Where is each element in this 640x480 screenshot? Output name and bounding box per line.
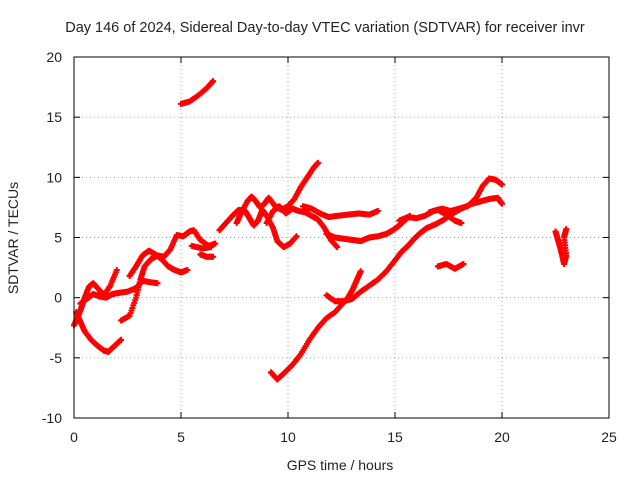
x-tick-label: 15 — [387, 429, 403, 445]
series-arc-g — [197, 251, 217, 260]
data-point — [293, 233, 300, 240]
x-tick-label: 5 — [177, 429, 185, 445]
data-point — [210, 253, 217, 260]
y-tick-label: 5 — [54, 230, 62, 246]
y-tick-label: -5 — [50, 350, 63, 366]
data-point — [460, 260, 467, 267]
data-point — [212, 240, 219, 247]
y-tick-label: 10 — [46, 169, 62, 185]
data-point — [207, 244, 214, 251]
series-arc-l — [299, 203, 381, 221]
data-markers — [71, 78, 570, 383]
chart-title: Day 146 of 2024, Sidereal Day-to-day VTE… — [65, 20, 585, 36]
series-arc-s — [552, 226, 570, 267]
y-tick-label: 15 — [46, 109, 62, 125]
series-arc-q — [426, 206, 465, 227]
data-point — [374, 208, 381, 215]
data-point — [113, 266, 120, 273]
axis-ticks: 0 5 10 15 20 25 -10 -5 0 5 10 15 20 — [42, 49, 617, 445]
series-arc-f — [188, 242, 214, 252]
x-tick-label: 10 — [280, 429, 296, 445]
series-arc-e — [126, 247, 191, 280]
y-tick-label: 20 — [46, 49, 62, 65]
data-point — [184, 266, 191, 273]
series-arc-b — [73, 309, 125, 355]
data-point — [357, 268, 364, 275]
series-arc-n — [267, 268, 364, 383]
x-tick-label: 25 — [601, 429, 617, 445]
y-tick-label: 0 — [54, 290, 62, 306]
data-point — [118, 336, 125, 343]
x-axis-label: GPS time / hours — [287, 457, 394, 473]
data-point — [154, 280, 161, 287]
x-tick-label: 0 — [70, 429, 78, 445]
data-point — [499, 200, 505, 207]
data-point — [458, 220, 465, 227]
data-point — [334, 244, 341, 251]
data-point — [563, 226, 570, 233]
series-arc-h — [178, 78, 217, 107]
x-tick-label: 20 — [494, 429, 510, 445]
data-point — [499, 181, 505, 188]
y-tick-label: -10 — [42, 410, 62, 426]
data-point — [314, 159, 321, 166]
data-point — [210, 78, 217, 85]
series-arc-r — [434, 260, 467, 272]
y-axis-label: SDTVAR / TECUs — [5, 182, 21, 294]
